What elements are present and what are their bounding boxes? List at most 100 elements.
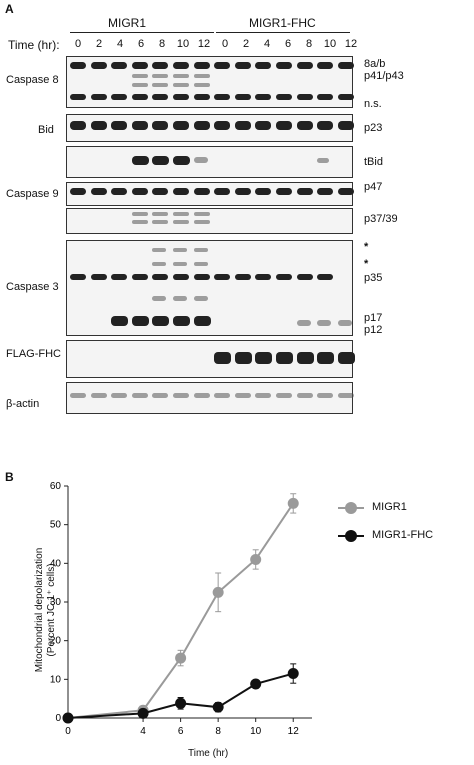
blot-band <box>152 212 169 216</box>
blot-band <box>173 248 187 252</box>
blot-band <box>276 94 292 100</box>
blot-band <box>317 158 330 163</box>
x-tick-label: 6 <box>178 726 184 737</box>
blot-band <box>70 62 86 69</box>
legend-label-migr1: MIGR1 <box>372 501 407 513</box>
ann-p23: p23 <box>364 122 383 134</box>
data-point <box>250 678 262 690</box>
blot-band <box>173 220 189 224</box>
data-point <box>287 668 299 680</box>
y-axis-title-line2: (Percent JC-1⁺ cells) <box>46 563 57 657</box>
blot-band <box>111 393 128 398</box>
lane-time: 10 <box>323 38 337 50</box>
blot-band <box>131 393 148 398</box>
blot-band <box>337 393 354 398</box>
blot-band <box>234 121 251 130</box>
blot-band <box>131 220 148 224</box>
lane-time: 0 <box>221 38 229 50</box>
blot-band <box>193 157 208 163</box>
ann-8ab: 8a/b <box>364 58 386 70</box>
group-label-migr1: MIGR1 <box>108 16 147 30</box>
blot-band <box>90 94 107 100</box>
blot-band <box>296 320 311 326</box>
blot-band <box>193 121 210 130</box>
blot-band <box>234 94 251 100</box>
blot-band <box>255 188 272 195</box>
blot-band <box>70 188 86 195</box>
blot-band <box>255 62 272 69</box>
blot-band <box>255 121 272 130</box>
y-tick-label: 50 <box>50 520 62 531</box>
x-tick-label: 0 <box>65 726 71 737</box>
data-point <box>137 707 149 719</box>
blot-beta-actin <box>66 382 353 414</box>
series-line <box>67 672 294 719</box>
lane-time: 12 <box>197 38 211 50</box>
blot-band <box>131 274 148 280</box>
blot-band <box>131 62 148 69</box>
ann-p41-p43: p41/p43 <box>364 70 404 82</box>
blot-band <box>276 62 292 69</box>
x-tick-label: 4 <box>140 726 146 737</box>
blot-band <box>276 393 292 398</box>
blot-band <box>173 62 189 69</box>
blot-band <box>276 121 292 130</box>
ann-p17: p17 <box>364 312 383 324</box>
line-chart: 0 10 20 30 40 50 60 0 4 6 8 10 12 <box>50 481 312 737</box>
blot-band <box>234 188 251 195</box>
blot-band <box>173 188 189 195</box>
ann-tbid: tBid <box>364 156 383 168</box>
blot-band <box>214 62 231 69</box>
blot-band <box>152 316 170 326</box>
blot-band <box>193 393 210 398</box>
y-tick-label: 0 <box>55 713 61 724</box>
blot-band <box>90 188 107 195</box>
blot-band <box>296 62 313 69</box>
blot-band <box>111 62 128 69</box>
blot-band <box>337 121 354 130</box>
blot-band <box>255 352 273 364</box>
lane-time: 8 <box>305 38 313 50</box>
legend-label-migr1-fhc: MIGR1-FHC <box>372 529 434 541</box>
y-axis-title-line1: Mitochondrial depolarization <box>34 547 45 673</box>
data-point <box>212 586 224 598</box>
blot-band <box>152 220 169 224</box>
lane-time: 0 <box>74 38 82 50</box>
blot-band <box>193 83 210 87</box>
ann-p12: p12 <box>364 324 383 336</box>
blot-band <box>152 262 167 266</box>
legend-marker-migr1-fhc <box>345 530 357 542</box>
blot-band <box>173 74 189 78</box>
blot-band <box>70 121 86 130</box>
blot-band <box>70 393 86 398</box>
blot-band <box>234 352 252 364</box>
blot-band <box>111 94 128 100</box>
blot-band <box>173 94 189 100</box>
row-label-flag-fhc: FLAG-FHC <box>6 348 61 360</box>
data-point <box>175 652 187 664</box>
blot-band <box>173 83 189 87</box>
blot-band <box>317 352 335 364</box>
blot-band <box>173 156 190 165</box>
blot-band <box>90 62 107 69</box>
blot-band <box>90 274 107 280</box>
blot-band <box>131 121 148 130</box>
blot-band <box>193 74 210 78</box>
ann-p47: p47 <box>364 181 383 193</box>
ann-p35: p35 <box>364 272 383 284</box>
blot-band <box>255 274 272 280</box>
ann-ns: n.s. <box>364 98 382 110</box>
blot-band <box>173 296 187 301</box>
blot-band <box>317 274 334 280</box>
blot-band <box>173 212 189 216</box>
blot-band <box>111 316 129 326</box>
y-tick-label: 10 <box>50 674 62 685</box>
row-label-beta-actin: β-actin <box>6 398 40 410</box>
panel-b-letter: B <box>5 470 14 484</box>
data-point <box>175 697 187 709</box>
blot-band <box>276 352 293 364</box>
ann-star-1: * <box>364 241 369 253</box>
blot-bands-layer <box>70 62 355 398</box>
row-label-caspase3: Caspase 3 <box>6 281 59 293</box>
blot-band <box>131 156 149 165</box>
